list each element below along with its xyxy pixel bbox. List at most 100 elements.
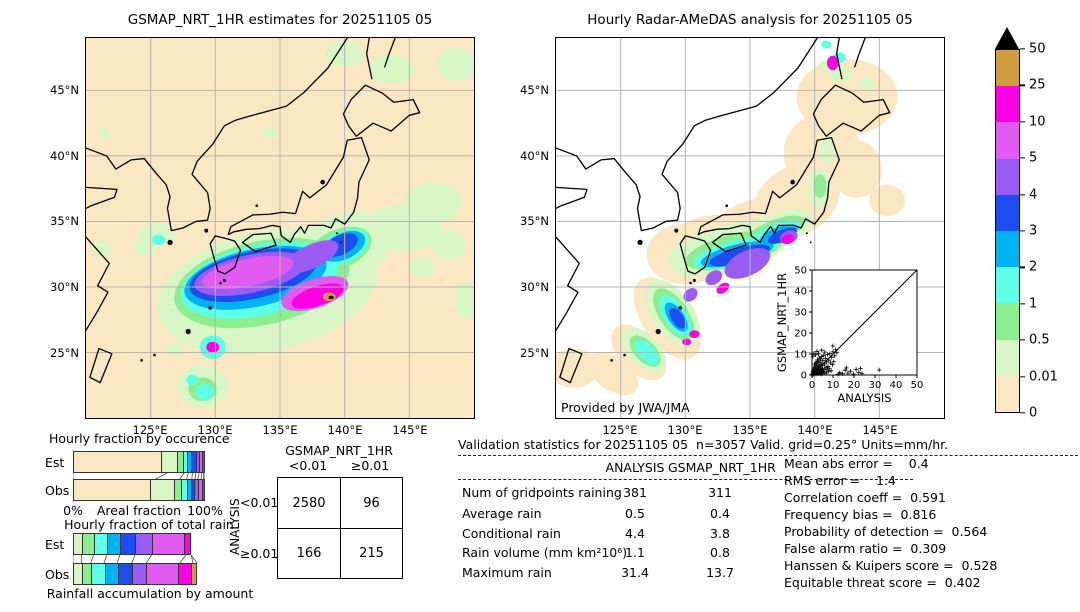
stat-correlation: Correlation coeff = 0.591 (784, 490, 946, 505)
totalrain-obs-label: Obs (45, 567, 70, 582)
bar-segment (82, 564, 93, 584)
svg-text:0: 0 (801, 371, 807, 382)
bar-segment (92, 564, 106, 584)
stats-row-analysis: 381 (623, 485, 647, 500)
svg-text:50: 50 (911, 380, 924, 391)
totalrain-caption: Rainfall accumulation by amount (46, 586, 254, 601)
colorbar-labels: 50 25 10 5 4 3 2 1 0.5 0.01 0 (1020, 42, 1078, 421)
colorbar-tick-label: 25 (1029, 77, 1046, 93)
left-map-svg (86, 38, 474, 418)
contingency-row-1: <0.01 (240, 495, 279, 510)
colorbar-segment (996, 86, 1019, 123)
totalrain-flow (73, 555, 198, 563)
stats-row-label: Maximum rain (462, 565, 552, 580)
colorbar-segment (996, 194, 1019, 232)
stats-divider-1 (458, 455, 1078, 456)
left-map-wrap: 125°E 130°E 135°E 140°E 145°E 45°N 40°N 35°N 30°… (50, 37, 475, 437)
stat-ets: Equitable threat score = 0.402 (784, 575, 981, 590)
contingency-cell: 215 (340, 528, 402, 578)
svg-text:20: 20 (794, 329, 807, 340)
bar-segment (185, 534, 191, 554)
colorbar-segment (996, 303, 1019, 340)
lat-tick-label: 30°N (520, 280, 549, 295)
colorbar-segment (996, 267, 1019, 304)
occurrence-axis-max: 100% (187, 503, 223, 518)
bar-segment (188, 452, 193, 472)
colorbar-tick-label: 3 (1029, 223, 1038, 239)
colorbar-tick (1020, 412, 1025, 414)
colorbar-tick-label: 1 (1029, 296, 1038, 312)
colorbar-tick (1020, 266, 1025, 269)
contingency-row-2: ≥0.01 (240, 546, 279, 561)
bar-segment (108, 534, 122, 554)
svg-text:GSMAP_NRT_1HR: GSMAP_NRT_1HR (776, 273, 789, 372)
bar-segment (199, 480, 203, 500)
lon-tick-label: 145°E (392, 423, 428, 437)
contingency-row-axis: ANALYSIS (228, 498, 242, 556)
bar-segment (199, 452, 203, 472)
bar-segment (74, 480, 152, 500)
stats-col-analysis: ANALYSIS (605, 460, 665, 475)
left-map-plot (85, 37, 475, 419)
right-map-plot: Provided by JWA/JMA (555, 37, 945, 419)
totalrain-title: Hourly fraction of total rain (64, 517, 234, 532)
stats-col-gsmap: GSMAP_NRT_1HR (668, 460, 776, 475)
colorbar-tick-label: 5 (1029, 150, 1038, 166)
contingency-cell: 166 (278, 528, 340, 578)
bar-segment (179, 564, 193, 584)
contingency-title: GSMAP_NRT_1HR (285, 443, 393, 458)
stats-row-gsmap: 311 (708, 485, 732, 500)
bar-segment (192, 564, 197, 584)
colorbar-tick (1020, 230, 1025, 232)
colorbar-segment (996, 158, 1019, 195)
stats-row-gsmap: 0.4 (710, 506, 730, 521)
bar-segment (82, 534, 95, 554)
colorbar-tick (1020, 157, 1025, 159)
svg-text:10: 10 (827, 380, 840, 391)
lon-tick-label: 135°E (262, 423, 298, 437)
lon-tick-label: 135°E (732, 423, 768, 437)
colorbar-tick-label: 10 (1029, 114, 1046, 130)
contingency-col-1: <0.01 (288, 458, 328, 473)
occurrence-est-bar (73, 451, 205, 473)
colorbar-tick (1020, 303, 1025, 305)
stats-row-analysis: 0.5 (625, 506, 645, 521)
occurrence-axis-min: 0% (63, 503, 83, 518)
right-map-svg (556, 38, 944, 418)
occurrence-est-label: Est (45, 455, 65, 470)
lon-tick-label: 140°E (327, 423, 363, 437)
bar-segment (202, 452, 204, 472)
contingency-cell-hit-miss: 2580 (292, 495, 326, 511)
bar-segment (152, 534, 186, 554)
bar-segment (94, 534, 109, 554)
bar-segment (196, 452, 200, 472)
lat-tick-label: 40°N (520, 148, 549, 163)
bar-segment (74, 564, 83, 584)
colorbar-tick-label: 0 (1029, 405, 1038, 421)
stats-row-label: Rain volume (mm km²10⁶) (462, 545, 628, 560)
left-map-title: GSMAP_NRT_1HR estimates for 20251105 05 (127, 12, 433, 28)
contingency-col-2: ≥0.01 (350, 458, 390, 473)
occurrence-axis-label: Areal fraction (96, 503, 182, 518)
colorbar-tick (1020, 121, 1025, 123)
lon-tick-label: 145°E (862, 423, 898, 437)
svg-text:30: 30 (794, 308, 807, 319)
svg-text:0: 0 (809, 380, 815, 391)
lon-tick-label: 130°E (667, 423, 703, 437)
right-map-title: Hourly Radar-AMeDAS analysis for 2025110… (587, 12, 913, 28)
bar-segment (105, 564, 119, 584)
colorbar-tick (1020, 84, 1025, 87)
colorbar-segment (996, 231, 1019, 268)
colorbar-segment (996, 122, 1019, 159)
stat-pod: Probability of detection = 0.564 (784, 524, 988, 539)
occurrence-obs-bar (73, 479, 205, 501)
bar-segment (187, 480, 192, 500)
stat-hk-score: Hanssen & Kuipers score = 0.528 (784, 558, 998, 573)
bar-segment (181, 480, 188, 500)
lat-tick-label: 35°N (520, 214, 549, 229)
svg-text:20: 20 (848, 380, 861, 391)
lat-tick-label: 25°N (50, 346, 79, 361)
colorbar-segment (996, 339, 1019, 376)
bar-segment (191, 480, 196, 500)
